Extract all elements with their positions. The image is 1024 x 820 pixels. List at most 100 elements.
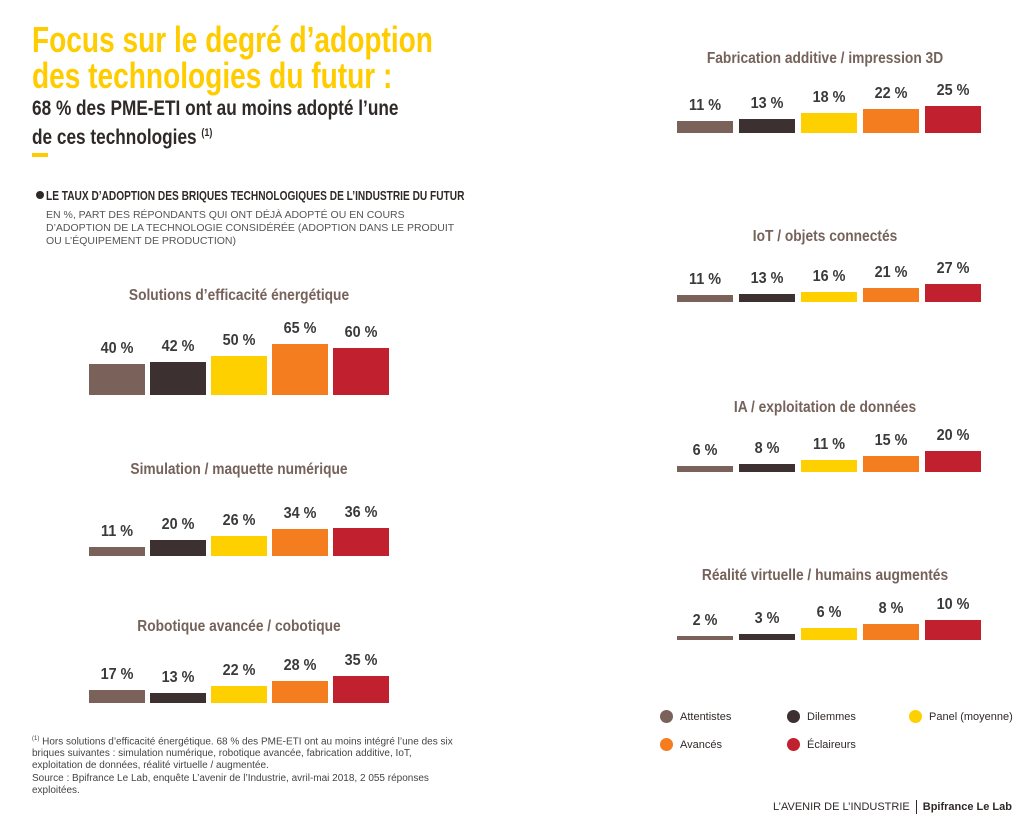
bar-value-label: 15 % [874,432,908,450]
legend-swatch-icon [787,710,800,723]
section-title: LE TAUX D’ADOPTION DES BRIQUES TECHNOLOG… [46,188,465,203]
bar-value-label: 13 % [750,269,784,287]
bar-value-label: 20 % [936,427,970,444]
legend-item-attentistes: Attentistes [660,710,731,723]
page-title: Focus sur le degré d’adoption des techno… [32,22,469,94]
bar-value-label: 13 % [750,94,784,112]
bar-value-label: 40 % [100,339,134,357]
bar-dilemmes [150,362,206,395]
bar-value-label: 10 % [936,596,970,613]
bar-value-label: 60 % [344,324,378,342]
bar-value-label: 50 % [222,332,256,349]
bar-avances [863,108,919,133]
bar-value-label: 11 % [812,436,846,454]
bar-value-label: 34 % [283,505,317,523]
bar-avances [272,344,328,395]
chart-title: Fabrication additive / impression 3D [706,50,944,67]
bar-panel-moyenne [801,628,857,640]
bar-dilemmes [739,293,795,302]
bar-avances [863,624,919,640]
legend-swatch-icon [909,710,922,723]
legend-item-avances: Avancés [660,738,722,751]
chart-title: IoT / objets connectés [752,228,898,245]
subtitle-note-marker: (1) [201,127,213,139]
bar-value-label: 8 % [878,600,904,617]
legend-swatch-icon [660,738,673,751]
source-note: Source : Bpifrance Le Lab, enquête L’ave… [32,773,429,796]
bar-value-label: 22 % [222,661,256,679]
bar-value-label: 16 % [812,267,846,285]
bar-value-label: 36 % [344,503,378,521]
bar-avances [863,288,919,302]
page-subtitle-line-2: de ces technologies (1) [32,121,417,150]
bar-value-label: 17 % [100,665,134,683]
bar-dilemmes [739,463,795,472]
bar-panel-moyenne [211,685,267,703]
footer-publication: L’AVENIR DE L’INDUSTRIE [773,801,910,813]
legend-label: Éclaireurs [807,738,856,751]
bar-value-label: 28 % [283,657,317,675]
footer-divider [915,800,917,814]
bar-eclaireurs [333,675,389,703]
bar-attentistes [677,120,733,133]
legend-item-panel-moyenne: Panel (moyenne) [909,710,1013,723]
bar-attentistes [677,636,733,640]
bar-panel-moyenne [801,113,857,133]
chart-title: Réalité virtuelle / humains augmentés [701,567,949,584]
section-description: EN %, PART DES RÉPONDANTS QUI ONT DÉJÀ A… [46,209,455,247]
bar-value-label: 13 % [161,668,195,686]
legend-label: Avancés [680,738,722,751]
page-subtitle-line-2-text: de ces technologies [32,126,197,149]
bullet-icon [36,191,44,199]
bar-attentistes [89,689,145,703]
bar-attentistes [89,547,145,556]
bar-attentistes [677,294,733,302]
bar-value-label: 3 % [754,610,780,627]
page-title-line-1: Focus sur le degré d’adoption [32,19,433,60]
chart-title: Robotique avancée / cobotique [137,618,341,635]
bar-avances [863,456,919,472]
bar-dilemmes [739,634,795,640]
bar-dilemmes [150,540,206,556]
bar-avances [272,529,328,556]
bar-value-label: 11 % [688,270,722,288]
bar-panel-moyenne [211,535,267,556]
bar-eclaireurs [333,527,389,556]
bar-value-label: 2 % [692,612,718,629]
footer: L’AVENIR DE L’INDUSTRIE Bpifrance Le Lab [773,800,1012,814]
bar-value-label: 21 % [874,264,908,282]
page-title-line-2: des technologies du futur : [32,55,393,96]
legend-label: Panel (moyenne) [929,710,1013,723]
legend-label: Dilemmes [807,710,856,723]
legend-swatch-icon [660,710,673,723]
bar-value-label: 65 % [283,320,317,338]
bar-attentistes [677,465,733,472]
bar-dilemmes [739,118,795,133]
legend-swatch-icon [787,738,800,751]
bar-value-label: 6 % [816,604,842,621]
bar-value-label: 25 % [936,81,970,99]
bar-eclaireurs [925,451,981,472]
bar-attentistes [89,363,145,395]
bar-value-label: 35 % [344,651,378,669]
bar-eclaireurs [925,620,981,640]
bar-value-label: 42 % [161,338,195,356]
footnote-text: Hors solutions d’efficacité énergétique.… [32,736,453,772]
bar-dilemmes [150,692,206,703]
legend-item-eclaireurs: Éclaireurs [787,738,856,751]
bar-value-label: 8 % [754,439,780,457]
bar-value-label: 26 % [222,511,256,529]
bar-value-label: 22 % [874,84,908,102]
bar-panel-moyenne [211,356,267,395]
bar-value-label: 6 % [692,441,718,459]
bar-panel-moyenne [801,291,857,302]
chart-title: IA / exploitation de données [733,399,917,416]
bar-value-label: 20 % [161,516,195,534]
bar-value-label: 18 % [812,89,846,107]
chart-title: Solutions d’efficacité énergétique [128,287,350,304]
page-subtitle: 68 % des PME-ETI ont au moins adopté l’u… [32,97,417,150]
page-subtitle-line-1: 68 % des PME-ETI ont au moins adopté l’u… [32,97,399,120]
footnote-marker: (1) [32,736,40,742]
bar-eclaireurs [925,284,981,302]
bar-eclaireurs [925,105,981,133]
